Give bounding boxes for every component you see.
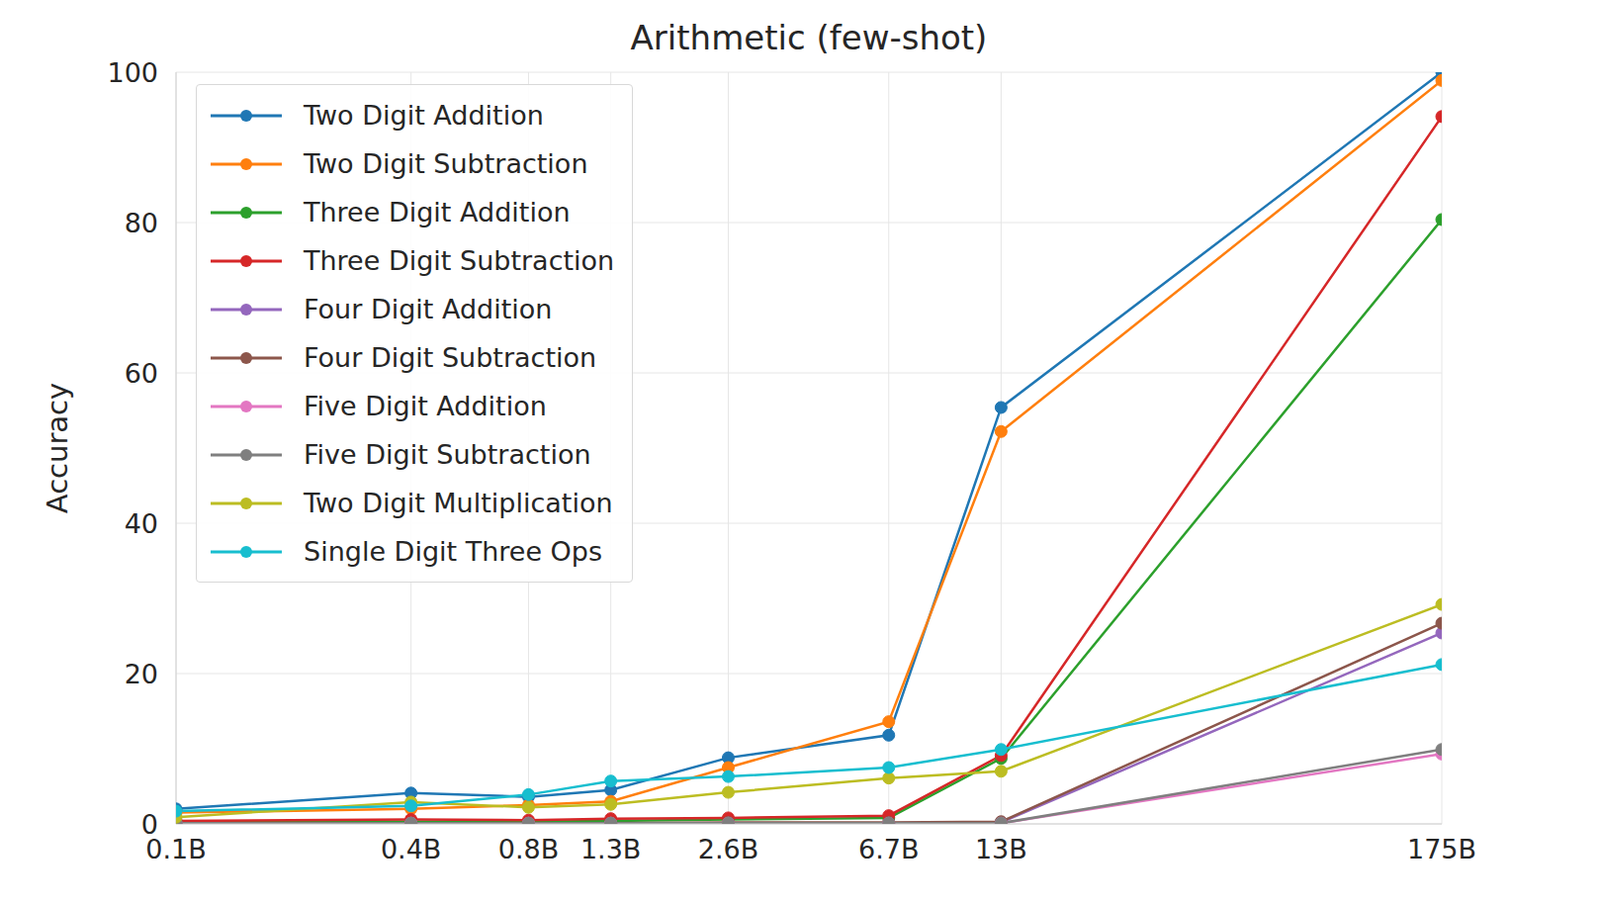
svg-text:40: 40 xyxy=(124,508,159,539)
html-text:Two Digit Subtraction: Two Digit Subtraction xyxy=(303,148,588,179)
svg-text:175B: 175B xyxy=(1407,833,1477,865)
svg-text:0: 0 xyxy=(141,808,159,840)
svg-text:0.1B: 0.1B xyxy=(145,833,207,865)
html-text:Four Digit Subtraction: Four Digit Subtraction xyxy=(303,342,597,373)
svg-text:0.8B: 0.8B xyxy=(498,833,559,865)
html-text:Three Digit Addition: Three Digit Addition xyxy=(303,196,571,228)
html-text:Five Digit Addition: Five Digit Addition xyxy=(303,390,547,422)
svg-text:6.7B: 6.7B xyxy=(858,833,919,865)
svg-text:1.3B: 1.3B xyxy=(580,833,641,865)
svg-text:2.6B: 2.6B xyxy=(698,833,759,865)
svg-text:20: 20 xyxy=(124,658,159,690)
svg-text:0.4B: 0.4B xyxy=(380,833,442,865)
html-text:Arithmetic (few-shot): Arithmetic (few-shot) xyxy=(630,17,988,58)
html-text:Four Digit Addition: Four Digit Addition xyxy=(303,293,553,325)
svg-text:60: 60 xyxy=(124,357,159,389)
svg-text:13B: 13B xyxy=(975,833,1028,865)
svg-text:100: 100 xyxy=(106,57,159,89)
html-text:Three Digit Subtraction: Three Digit Subtraction xyxy=(303,245,615,276)
html-text:Two Digit Addition: Two Digit Addition xyxy=(303,99,544,131)
html-text:Five Digit Subtraction: Five Digit Subtraction xyxy=(303,439,591,470)
svg-text:Accuracy: Accuracy xyxy=(40,382,75,514)
html-text:Single Digit Three Ops: Single Digit Three Ops xyxy=(303,535,603,567)
html-text:Two Digit Multiplication: Two Digit Multiplication xyxy=(303,487,613,519)
svg-text:80: 80 xyxy=(124,207,159,239)
